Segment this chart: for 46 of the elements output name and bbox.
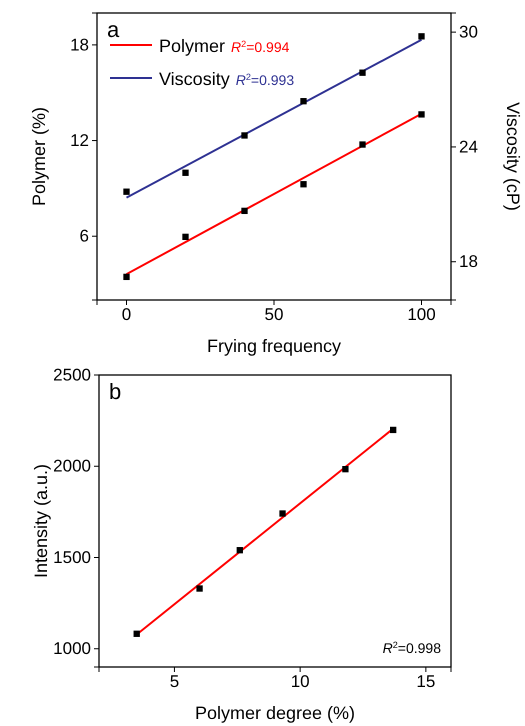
chart-title: b [109, 379, 122, 404]
x-tick-label: 50 [264, 305, 284, 324]
y2-tick-label: 30 [459, 22, 478, 42]
y2-tick-label: 18 [459, 252, 478, 272]
y-tick-label: 2000 [53, 456, 91, 476]
point [300, 98, 307, 104]
point [182, 170, 189, 176]
point [236, 547, 243, 554]
x-axis-title: Polymer degree (%) [194, 703, 356, 723]
point [418, 111, 425, 118]
annotation: R$^{2}$=0.994 [231, 39, 290, 55]
point [182, 234, 189, 240]
legend-label: Polymer [159, 36, 226, 56]
annotation: R$^{2}$=0.998 [382, 640, 442, 656]
y-tick-label: 1000 [53, 639, 91, 658]
point [241, 208, 248, 214]
y-axis-title: Polymer (%) [29, 106, 49, 206]
point [241, 132, 248, 139]
point [390, 426, 396, 434]
y2-tick-label: 24 [459, 137, 478, 156]
chart-title: a [107, 17, 120, 42]
legend-label: Viscosity [159, 69, 230, 89]
point [123, 188, 130, 195]
y-tick-label: 12 [70, 130, 89, 150]
x-tick-label: 15 [416, 672, 436, 692]
x-tick-label: 0 [122, 305, 132, 324]
annotation: R$^{2}$=0.993 [236, 72, 294, 88]
point [359, 70, 366, 76]
point [418, 33, 425, 40]
y-tick-label: 1500 [53, 548, 91, 567]
y2-axis-title: Viscosity (cP) [503, 102, 523, 211]
point [196, 585, 203, 592]
y-axis-title: Intensity (a.u.) [31, 464, 51, 578]
x-axis-title: Frying frequency [206, 336, 342, 356]
y-tick-label: 6 [80, 226, 89, 246]
point [279, 510, 286, 517]
y-tick-label: 2500 [53, 365, 91, 384]
point [300, 181, 307, 188]
x-tick-label: 5 [170, 672, 180, 692]
x-tick-label: 100 [407, 305, 436, 324]
point [359, 141, 366, 148]
y-tick-label: 18 [70, 35, 89, 54]
point [123, 274, 130, 280]
x-tick-label: 10 [290, 672, 310, 692]
point [342, 466, 349, 472]
point [134, 630, 140, 637]
